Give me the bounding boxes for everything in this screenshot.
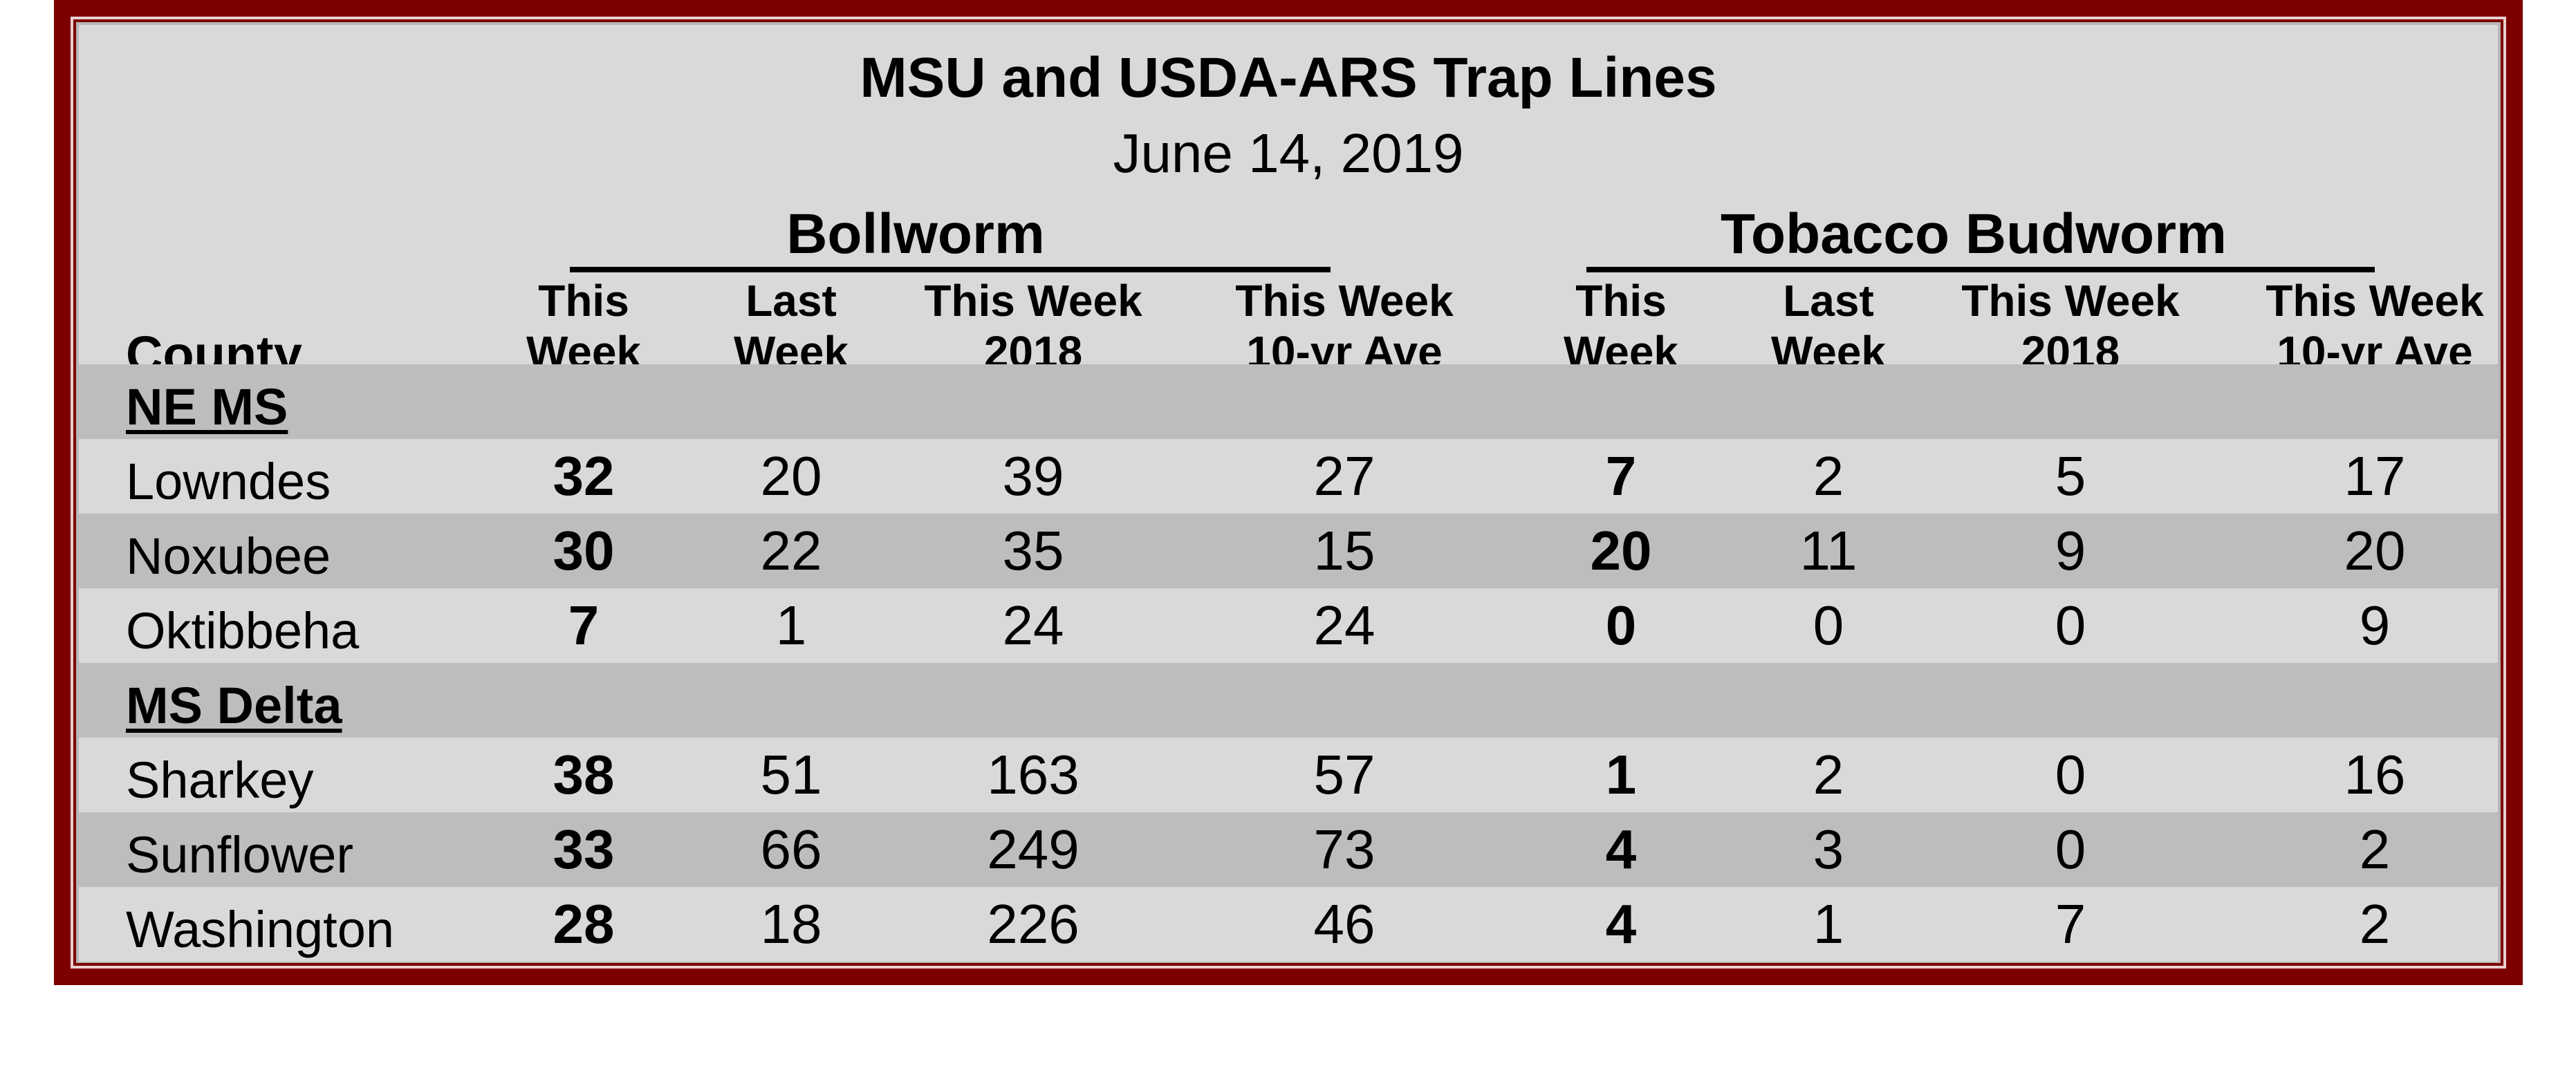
header-line: This Week bbox=[1961, 276, 2180, 326]
tb-last-week: 2 bbox=[1813, 744, 1844, 805]
tb-10yr: 16 bbox=[2344, 744, 2406, 805]
tb-2018: 0 bbox=[2055, 744, 2086, 805]
bw-last-week: 20 bbox=[760, 445, 822, 507]
header-tb-2018: This Week 2018 bbox=[1925, 275, 2216, 377]
group-bollworm-rule bbox=[570, 267, 1331, 272]
county-name: Washington bbox=[126, 901, 395, 958]
county-name: Oktibbeha bbox=[126, 602, 360, 660]
header-bw-10yr: This Week 10-yr Ave bbox=[1199, 275, 1490, 377]
bw-this-week: 32 bbox=[553, 445, 615, 507]
bw-10yr: 24 bbox=[1313, 595, 1375, 656]
county-name: Noxubee bbox=[126, 527, 331, 585]
group-bollworm: Bollworm bbox=[786, 203, 1045, 265]
header-bw-last-week: Last Week bbox=[701, 275, 881, 377]
header-line: This bbox=[1575, 276, 1667, 326]
section-label: MS Delta bbox=[126, 677, 342, 734]
table-frame: MSU and USDA-ARS Trap Lines June 14, 201… bbox=[54, 0, 2523, 985]
bw-last-week: 18 bbox=[760, 893, 822, 955]
section-row: MS Delta bbox=[79, 663, 2498, 738]
header-line: This Week bbox=[1235, 276, 1454, 326]
tb-this-week: 4 bbox=[1605, 893, 1637, 955]
tb-10yr: 17 bbox=[2344, 445, 2406, 507]
header-tb-this-week: This Week bbox=[1531, 275, 1711, 377]
bw-10yr: 46 bbox=[1313, 893, 1375, 955]
bw-last-week: 1 bbox=[775, 595, 807, 656]
tb-last-week: 11 bbox=[1799, 520, 1857, 581]
tb-this-week: 20 bbox=[1590, 520, 1652, 581]
tb-2018: 5 bbox=[2055, 445, 2086, 507]
header-line: Last bbox=[1783, 276, 1874, 326]
group-budworm: Tobacco Budworm bbox=[1721, 203, 2227, 265]
bw-10yr: 15 bbox=[1313, 520, 1375, 581]
tb-this-week: 0 bbox=[1605, 595, 1637, 656]
section-row: NE MS bbox=[79, 364, 2498, 439]
table-panel: MSU and USDA-ARS Trap Lines June 14, 201… bbox=[76, 22, 2501, 963]
table-row: Sharkey 38 51 163 57 1 2 0 16 bbox=[79, 738, 2498, 812]
bw-2018: 226 bbox=[987, 893, 1079, 955]
bw-last-week: 66 bbox=[760, 819, 822, 880]
header-line: This Week bbox=[924, 276, 1142, 326]
bw-2018: 35 bbox=[1002, 520, 1064, 581]
page-title: MSU and USDA-ARS Trap Lines bbox=[860, 46, 1717, 109]
tb-this-week: 7 bbox=[1605, 445, 1637, 507]
tb-2018: 7 bbox=[2055, 893, 2086, 955]
header-tb-last-week: Last Week bbox=[1739, 275, 1918, 377]
table-row: Noxubee 30 22 35 15 20 11 9 20 bbox=[79, 514, 2498, 588]
county-name: Sharkey bbox=[126, 751, 314, 809]
report-date: June 14, 2019 bbox=[1113, 122, 1464, 184]
bw-2018: 163 bbox=[987, 744, 1079, 805]
section-label: NE MS bbox=[126, 378, 288, 436]
bw-2018: 249 bbox=[987, 819, 1079, 880]
bw-2018: 39 bbox=[1002, 445, 1064, 507]
bw-last-week: 51 bbox=[760, 744, 822, 805]
table-row: Washington 28 18 226 46 4 1 7 2 bbox=[79, 887, 2498, 962]
tb-2018: 9 bbox=[2055, 520, 2086, 581]
tb-10yr: 2 bbox=[2359, 893, 2391, 955]
tb-2018: 0 bbox=[2055, 595, 2086, 656]
header-line: Last bbox=[745, 276, 837, 326]
header-line: This bbox=[538, 276, 629, 326]
tb-10yr: 20 bbox=[2344, 520, 2406, 581]
tb-this-week: 4 bbox=[1605, 819, 1637, 880]
county-name: Lowndes bbox=[126, 453, 331, 510]
tb-last-week: 2 bbox=[1813, 445, 1844, 507]
tb-last-week: 3 bbox=[1813, 819, 1844, 880]
bw-10yr: 57 bbox=[1313, 744, 1375, 805]
table-row: Oktibbeha 7 1 24 24 0 0 0 9 bbox=[79, 588, 2498, 663]
county-name: Sunflower bbox=[126, 826, 354, 883]
tb-this-week: 1 bbox=[1605, 744, 1637, 805]
bw-10yr: 73 bbox=[1313, 819, 1375, 880]
tb-last-week: 1 bbox=[1813, 893, 1844, 955]
tb-10yr: 2 bbox=[2359, 819, 2391, 880]
table-row: Sunflower 33 66 249 73 4 3 0 2 bbox=[79, 812, 2498, 887]
bw-this-week: 30 bbox=[553, 520, 615, 581]
bw-this-week: 7 bbox=[568, 595, 600, 656]
bw-this-week: 38 bbox=[553, 744, 615, 805]
table-row: Lowndes 32 20 39 27 7 2 5 17 bbox=[79, 439, 2498, 514]
header-bw-2018: This Week 2018 bbox=[888, 275, 1178, 377]
group-budworm-rule bbox=[1586, 267, 2375, 272]
header-tb-10yr: This Week 10-yr Ave bbox=[2230, 275, 2520, 377]
bw-last-week: 22 bbox=[760, 520, 822, 581]
bw-10yr: 27 bbox=[1313, 445, 1375, 507]
bw-2018: 24 bbox=[1002, 595, 1064, 656]
bw-this-week: 28 bbox=[553, 893, 615, 955]
header-line: This Week bbox=[2265, 276, 2484, 326]
tb-10yr: 9 bbox=[2359, 595, 2391, 656]
header-bw-this-week: This Week bbox=[494, 275, 674, 377]
tb-last-week: 0 bbox=[1813, 595, 1844, 656]
bw-this-week: 33 bbox=[553, 819, 615, 880]
tb-2018: 0 bbox=[2055, 819, 2086, 880]
